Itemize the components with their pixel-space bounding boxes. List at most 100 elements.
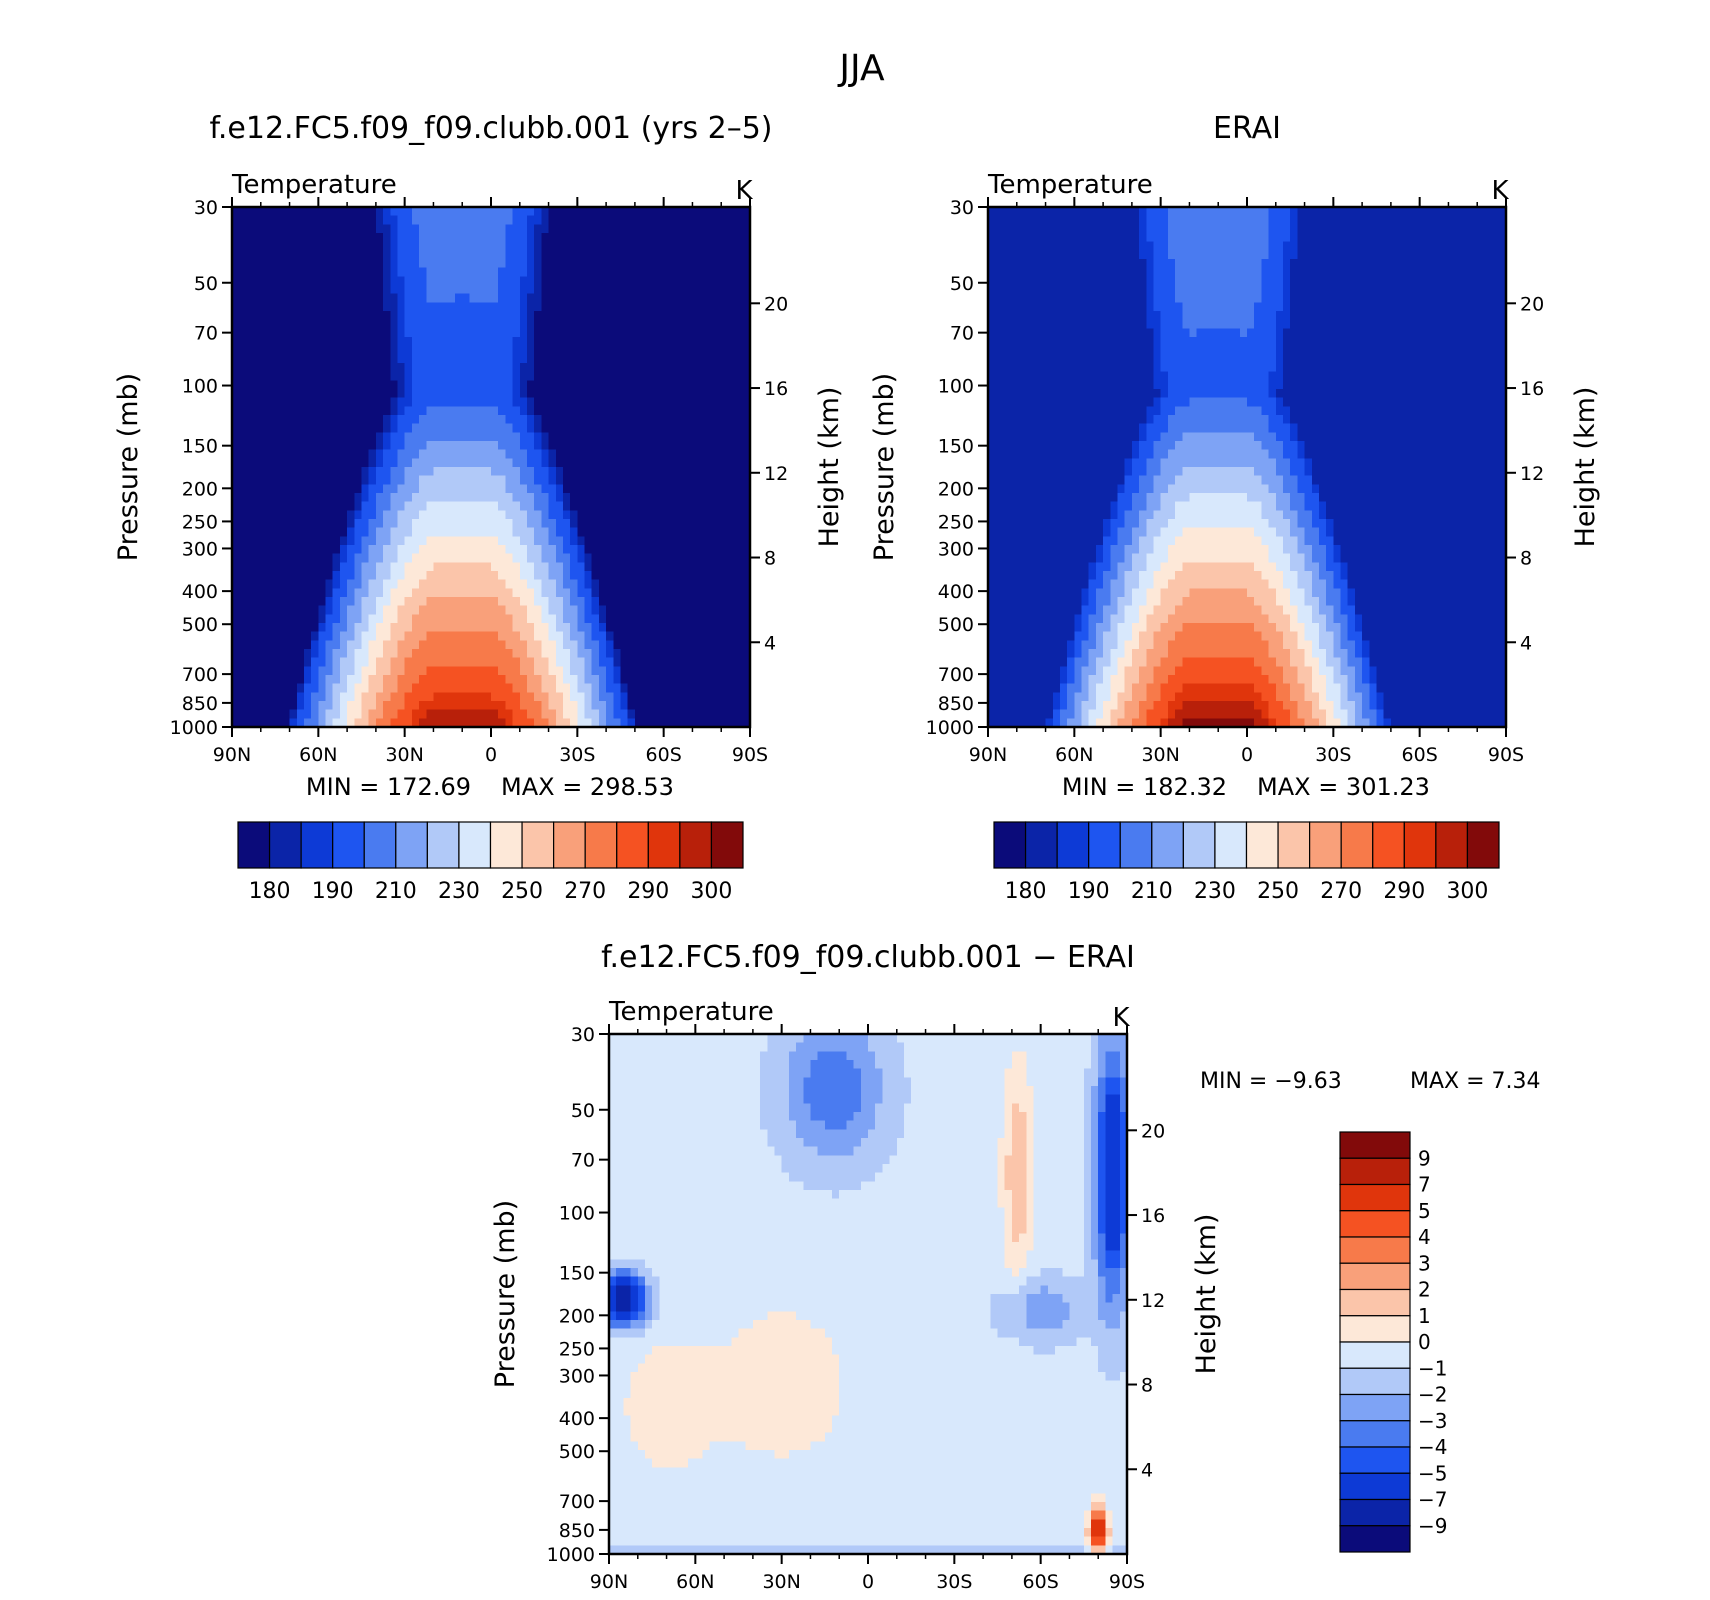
heatmap-cell bbox=[1009, 354, 1018, 364]
heatmap-cell bbox=[584, 640, 593, 650]
heatmap-cell bbox=[512, 701, 521, 711]
heatmap-cell bbox=[253, 562, 262, 572]
heatmap-cell bbox=[519, 614, 528, 624]
heatmap-cell bbox=[714, 302, 722, 312]
heatmap-cell bbox=[275, 449, 283, 459]
colorbar-label: 180 bbox=[249, 879, 291, 904]
heatmap-cell bbox=[678, 553, 686, 563]
heatmap-cell bbox=[620, 432, 629, 442]
heatmap-cell bbox=[332, 293, 341, 303]
heatmap-cell bbox=[728, 692, 737, 702]
heatmap-cell bbox=[361, 701, 370, 711]
heatmap-cell bbox=[534, 701, 542, 711]
heatmap-cell bbox=[296, 363, 305, 373]
heatmap-cell bbox=[383, 423, 391, 433]
heatmap-cell bbox=[988, 545, 996, 555]
heatmap-cell bbox=[577, 605, 586, 615]
heatmap-cell bbox=[296, 527, 305, 537]
heatmap-cell bbox=[526, 657, 535, 667]
heatmap-cell bbox=[318, 224, 327, 234]
heatmap-cell bbox=[440, 259, 449, 269]
heatmap-cell bbox=[548, 527, 557, 537]
heatmap-cell bbox=[742, 354, 751, 364]
heatmap-cell bbox=[663, 631, 672, 641]
heatmap-cell bbox=[440, 588, 449, 598]
heatmap-cell bbox=[311, 718, 319, 728]
heatmap-cell bbox=[649, 640, 658, 650]
heatmap-cell bbox=[282, 328, 291, 338]
heatmap-cell bbox=[289, 224, 298, 234]
heatmap-cell bbox=[447, 371, 456, 381]
heatmap-cell bbox=[339, 701, 348, 711]
heatmap-cell bbox=[692, 562, 701, 572]
heatmap-cell bbox=[347, 640, 355, 650]
heatmap-cell bbox=[649, 571, 658, 581]
heatmap-cell bbox=[1002, 397, 1011, 407]
heatmap-cell bbox=[742, 345, 751, 355]
heatmap-cell bbox=[721, 406, 730, 416]
heatmap-cell bbox=[447, 475, 456, 485]
heatmap-cell bbox=[598, 649, 607, 659]
heatmap-cell bbox=[1009, 285, 1018, 295]
heatmap-cell bbox=[670, 415, 679, 425]
heatmap-cell bbox=[591, 631, 600, 641]
heatmap-cell bbox=[670, 259, 679, 269]
heatmap-cell bbox=[627, 605, 636, 615]
heatmap-cell bbox=[598, 475, 607, 485]
heatmap-cell bbox=[483, 510, 492, 520]
heatmap-cell bbox=[995, 354, 1003, 364]
heatmap-cell bbox=[548, 250, 557, 260]
heatmap-cell bbox=[260, 683, 269, 693]
heatmap-cell bbox=[260, 215, 269, 225]
heatmap-cell bbox=[339, 649, 348, 659]
heatmap-cell bbox=[455, 536, 463, 546]
heatmap-cell bbox=[303, 493, 312, 503]
heatmap-cell bbox=[267, 666, 276, 676]
heatmap-cell bbox=[526, 302, 535, 312]
heatmap-cell bbox=[232, 484, 240, 494]
heatmap-cell bbox=[606, 519, 614, 529]
heatmap-cell bbox=[505, 458, 514, 468]
heatmap-cell bbox=[519, 259, 528, 269]
heatmap-cell bbox=[627, 553, 636, 563]
heatmap-cell bbox=[383, 536, 391, 546]
heatmap-cell bbox=[512, 709, 521, 719]
heatmap-cell bbox=[476, 250, 485, 260]
heatmap-cell bbox=[627, 562, 636, 572]
heatmap-cell bbox=[742, 319, 751, 329]
heatmap-cell bbox=[1031, 614, 1039, 624]
heatmap-cell bbox=[275, 285, 283, 295]
heatmap-cell bbox=[1023, 562, 1032, 572]
heatmap-cell bbox=[584, 302, 593, 312]
heatmap-cell bbox=[670, 553, 679, 563]
heatmap-cell bbox=[390, 319, 399, 329]
heatmap-cell bbox=[627, 423, 636, 433]
heatmap-cell bbox=[469, 545, 478, 555]
heatmap-cell bbox=[577, 519, 586, 529]
heatmap-cell bbox=[706, 718, 715, 728]
heatmap-cell bbox=[742, 475, 751, 485]
heatmap-cell bbox=[332, 423, 341, 433]
heatmap-cell bbox=[440, 285, 449, 295]
heatmap-cell bbox=[988, 224, 996, 234]
heatmap-cell bbox=[627, 579, 636, 589]
heatmap-cell bbox=[267, 588, 276, 598]
heatmap-cell bbox=[491, 623, 499, 633]
heatmap-cell bbox=[584, 363, 593, 373]
heatmap-cell bbox=[483, 571, 492, 581]
heatmap-cell bbox=[606, 484, 614, 494]
heatmap-cell bbox=[390, 337, 399, 347]
heatmap-cell bbox=[721, 441, 730, 451]
heatmap-cell bbox=[246, 458, 255, 468]
heatmap-cell bbox=[663, 267, 672, 277]
heatmap-cell bbox=[332, 363, 341, 373]
x-tick-label: 30S bbox=[559, 744, 595, 766]
heatmap-cell bbox=[634, 597, 643, 607]
heatmap-cell bbox=[685, 614, 694, 624]
heatmap-cell bbox=[275, 224, 283, 234]
heatmap-cell bbox=[426, 458, 435, 468]
heatmap-cell bbox=[692, 354, 701, 364]
heatmap-cell bbox=[368, 432, 377, 442]
heatmap-cell bbox=[1031, 649, 1039, 659]
heatmap-cell bbox=[512, 649, 521, 659]
